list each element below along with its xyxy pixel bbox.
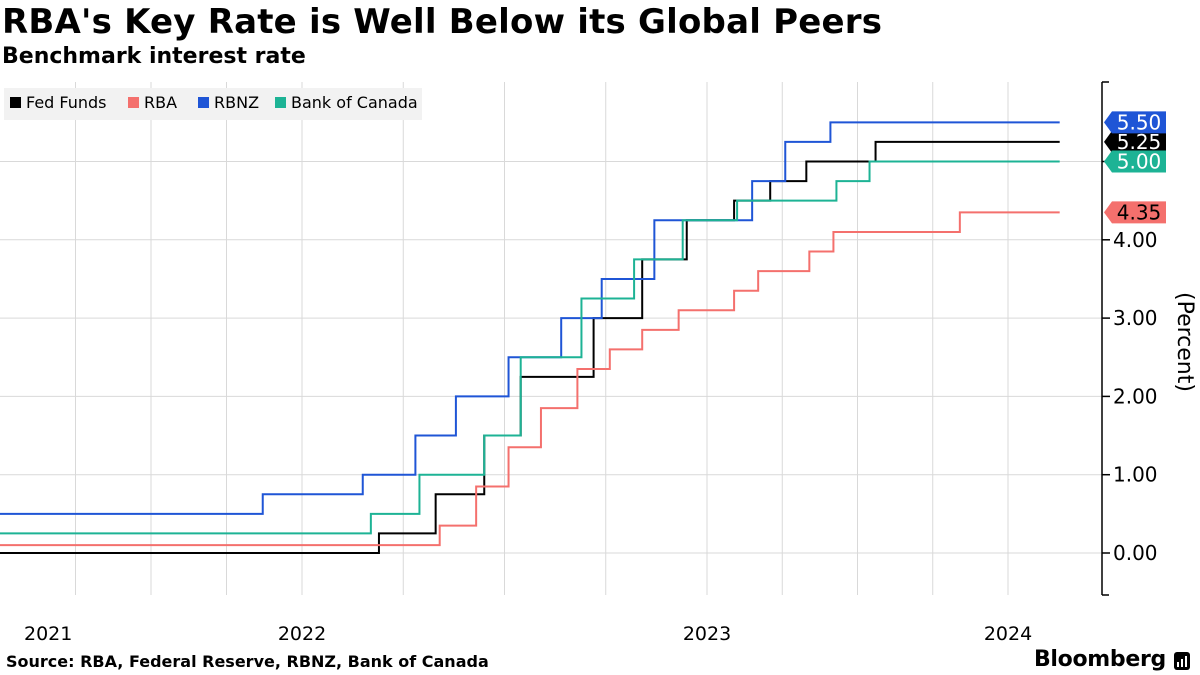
bloomberg-bars-icon xyxy=(1174,652,1190,670)
legend-label: RBNZ xyxy=(214,93,259,112)
x-tick-label: 2022 xyxy=(278,623,326,645)
series-line-fed-funds xyxy=(0,140,1060,554)
end-value-label: 5.50 xyxy=(1117,110,1162,134)
end-value-tag xyxy=(1104,130,1166,153)
legend-swatch xyxy=(198,97,209,108)
end-value-tag xyxy=(1104,150,1166,173)
legend-label: Fed Funds xyxy=(26,93,107,112)
end-value-label: 5.00 xyxy=(1117,150,1162,174)
brand-logo: Bloomberg xyxy=(1033,647,1166,672)
legend: Fed Funds RBA RBNZ Bank of Canada xyxy=(4,88,422,120)
legend-swatch xyxy=(128,97,139,108)
chart-title: RBA's Key Rate is Well Below its Global … xyxy=(2,2,883,42)
end-value-label: 5.25 xyxy=(1117,130,1162,154)
x-tick-label: 2024 xyxy=(984,623,1032,645)
x-tick-label: 2023 xyxy=(683,623,731,645)
series-line-bank-of-canada xyxy=(0,160,1060,535)
legend-swatch xyxy=(275,97,286,108)
y-tick-label: 0.00 xyxy=(1113,541,1158,565)
chart-subtitle: Benchmark interest rate xyxy=(2,44,306,69)
y-tick-label: 3.00 xyxy=(1113,306,1158,330)
end-value-tag xyxy=(1104,201,1166,224)
series-group xyxy=(0,121,1060,554)
legend-label: Bank of Canada xyxy=(291,93,418,112)
y-tick-label: 1.00 xyxy=(1113,463,1158,487)
series-line-rbnz xyxy=(0,121,1060,515)
y-axis-label: (Percent) xyxy=(1172,292,1197,392)
x-tick-label: 2021 xyxy=(24,623,72,645)
source-note: Source: RBA, Federal Reserve, RBNZ, Bank… xyxy=(6,652,489,671)
y-tick-label: 2.00 xyxy=(1113,384,1158,408)
end-value-label: 4.35 xyxy=(1117,200,1162,224)
legend-label: RBA xyxy=(144,93,177,112)
y-tick-label: 4.00 xyxy=(1113,228,1158,252)
end-value-tag xyxy=(1104,111,1166,134)
series-line-rba xyxy=(0,211,1060,547)
legend-swatch xyxy=(10,97,21,108)
legend-background xyxy=(4,88,422,120)
